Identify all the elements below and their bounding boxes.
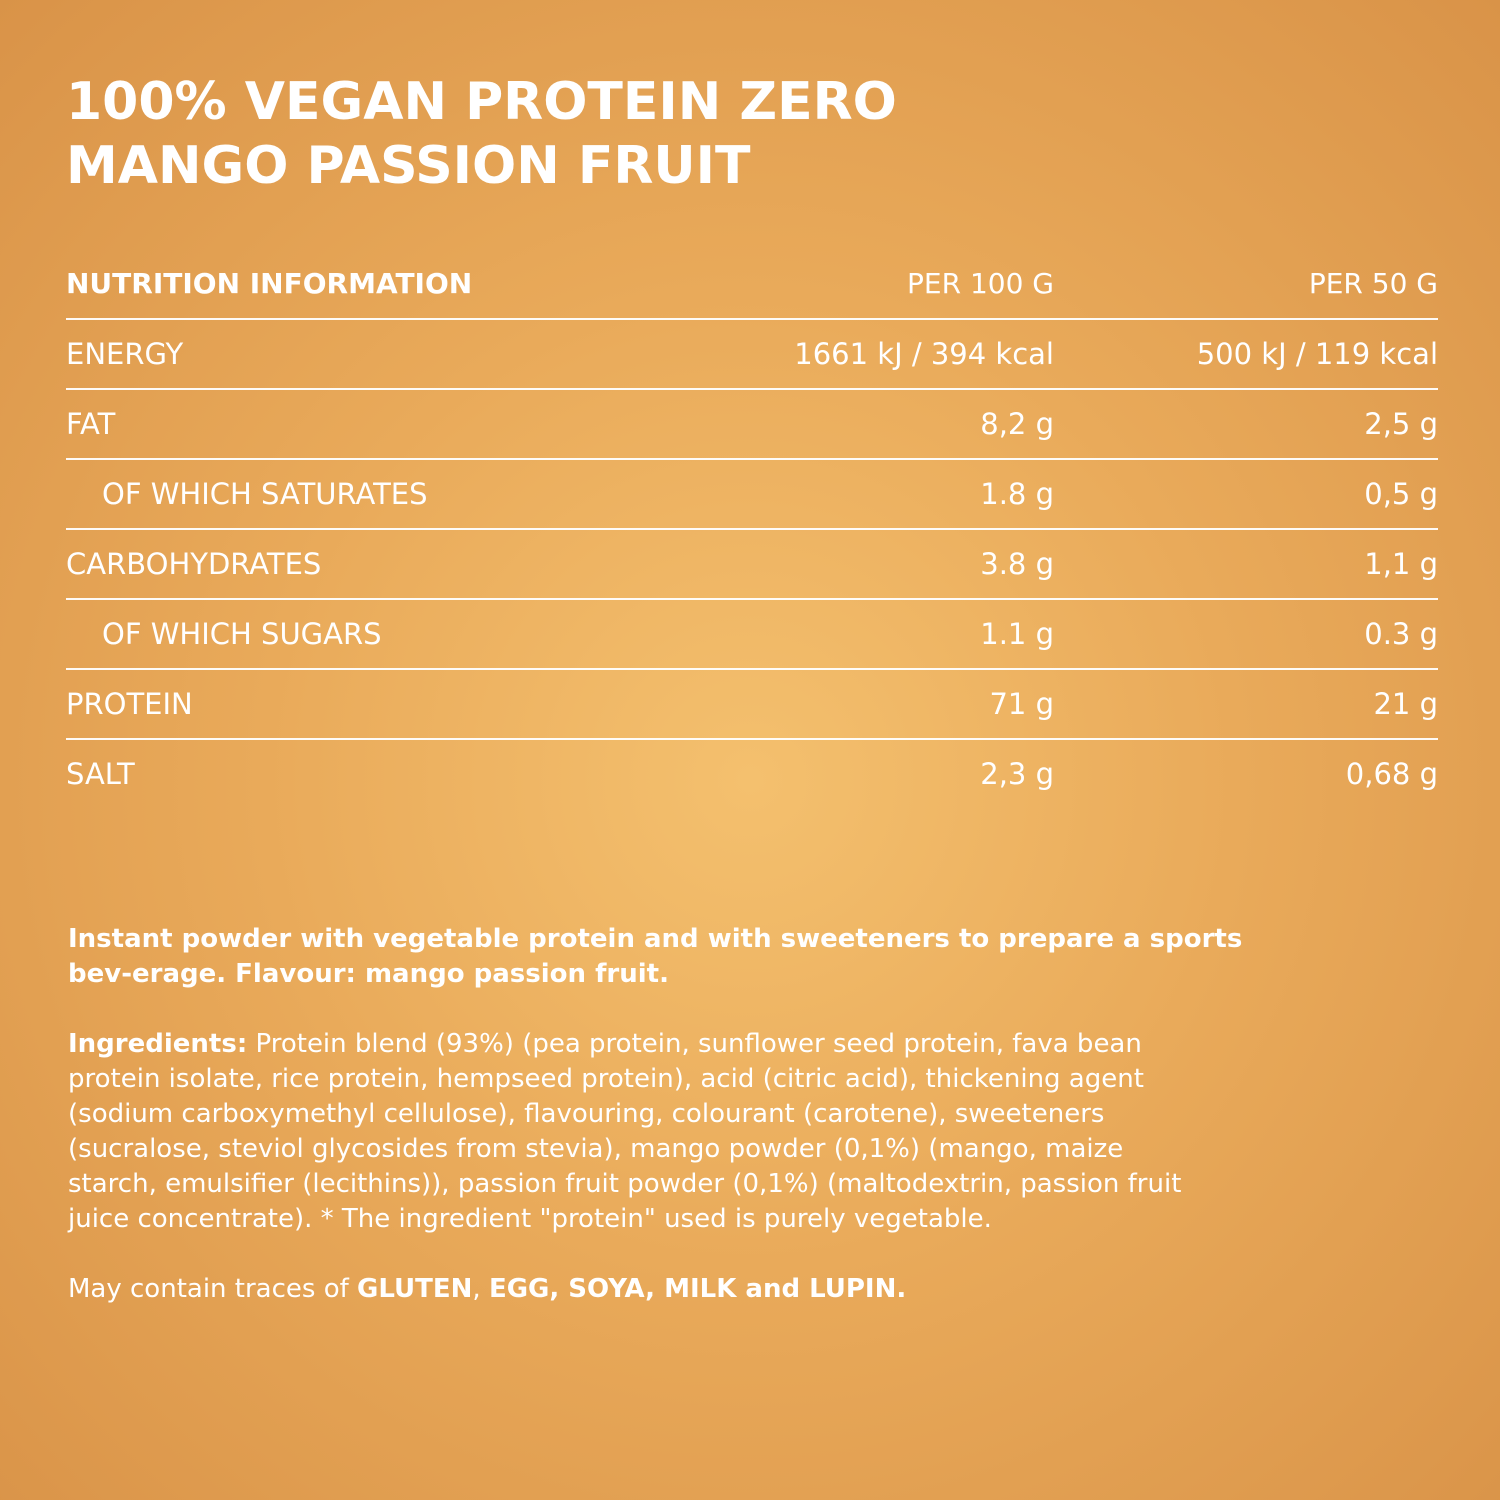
row-label: CARBOHYDRATES <box>66 547 322 581</box>
ingredients-line: juice concentrate). * The ingredient "pr… <box>68 1204 992 1234</box>
row-value-per-50g: 500 kJ / 119 kcal <box>1196 337 1438 371</box>
header-label: NUTRITION INFORMATION <box>66 267 473 300</box>
row-label: SALT <box>66 757 135 791</box>
product-description: Instant powder with vegetable protein an… <box>68 922 1448 1307</box>
product-title-line-1: 100% VEGAN PROTEIN ZERO <box>66 72 897 132</box>
ingredients-line: Protein blend (93%) (pea protein, sunflo… <box>247 1029 1142 1059</box>
nutrition-table: NUTRITION INFORMATION PER 100 G PER 50 G… <box>66 250 1438 810</box>
nutrition-row-salt: SALT 2,3 g 0,68 g <box>66 740 1438 810</box>
product-title: 100% VEGAN PROTEIN ZERO MANGO PASSION FR… <box>66 70 1446 198</box>
nutrition-row-protein: PROTEIN 71 g 21 g <box>66 670 1438 740</box>
ingredients-text: Ingredients: Protein blend (93%) (pea pr… <box>68 1027 1448 1237</box>
row-value-per-100g: 2,3 g <box>980 757 1054 791</box>
row-label: FAT <box>66 407 116 441</box>
ingredients-line: (sodium carboxymethyl cellulose), flavou… <box>68 1099 1105 1129</box>
product-intro: Instant powder with vegetable protein an… <box>68 922 1448 992</box>
row-label: PROTEIN <box>66 687 193 721</box>
row-value-per-100g: 71 g <box>989 687 1054 721</box>
intro-line-2: bev-erage. Flavour: mango passion fruit. <box>68 959 669 989</box>
row-value-per-50g: 1,1 g <box>1364 547 1438 581</box>
allergen-prefix: May contain traces of <box>68 1274 358 1304</box>
allergen-list: EGG, SOYA, MILK and LUPIN. <box>488 1274 907 1304</box>
row-label: OF WHICH SUGARS <box>102 617 382 651</box>
row-value-per-100g: 3.8 g <box>980 547 1054 581</box>
product-title-line-2: MANGO PASSION FRUIT <box>66 136 751 196</box>
row-label: ENERGY <box>66 337 184 371</box>
ingredients-label: Ingredients: <box>68 1029 248 1059</box>
row-value-per-50g: 0,68 g <box>1345 757 1438 791</box>
row-value-per-100g: 8,2 g <box>980 407 1054 441</box>
row-label: OF WHICH SATURATES <box>102 477 428 511</box>
ingredients-line: protein isolate, rice protein, hempseed … <box>68 1064 1144 1094</box>
row-value-per-50g: 21 g <box>1373 687 1438 721</box>
nutrition-row-fat: FAT 8,2 g 2,5 g <box>66 390 1438 460</box>
row-value-per-100g: 1.1 g <box>980 617 1054 651</box>
row-value-per-100g: 1.8 g <box>980 477 1054 511</box>
row-value-per-50g: 2,5 g <box>1364 407 1438 441</box>
row-value-per-100g: 1661 kJ / 394 kcal <box>794 337 1054 371</box>
row-value-per-50g: 0,5 g <box>1364 477 1438 511</box>
allergen-separator: , <box>472 1274 489 1304</box>
nutrition-row-saturates: OF WHICH SATURATES 1.8 g 0,5 g <box>66 460 1438 530</box>
nutrition-row-sugars: OF WHICH SUGARS 1.1 g 0.3 g <box>66 600 1438 670</box>
header-per-50g: PER 50 G <box>1308 267 1438 300</box>
nutrition-table-header: NUTRITION INFORMATION PER 100 G PER 50 G <box>66 250 1438 320</box>
ingredients-line: (sucralose, steviol glycosides from stev… <box>68 1134 1124 1164</box>
row-value-per-50g: 0.3 g <box>1364 617 1438 651</box>
nutrition-row-energy: ENERGY 1661 kJ / 394 kcal 500 kJ / 119 k… <box>66 320 1438 390</box>
header-per-100g: PER 100 G <box>907 267 1054 300</box>
ingredients-line: starch, emulsifier (lecithins)), passion… <box>68 1169 1182 1199</box>
allergen-gluten: GLUTEN <box>357 1274 473 1304</box>
intro-line-1: Instant powder with vegetable protein an… <box>68 924 1243 954</box>
nutrition-row-carbohydrates: CARBOHYDRATES 3.8 g 1,1 g <box>66 530 1438 600</box>
allergen-statement: May contain traces of GLUTEN, EGG, SOYA,… <box>68 1272 1448 1307</box>
